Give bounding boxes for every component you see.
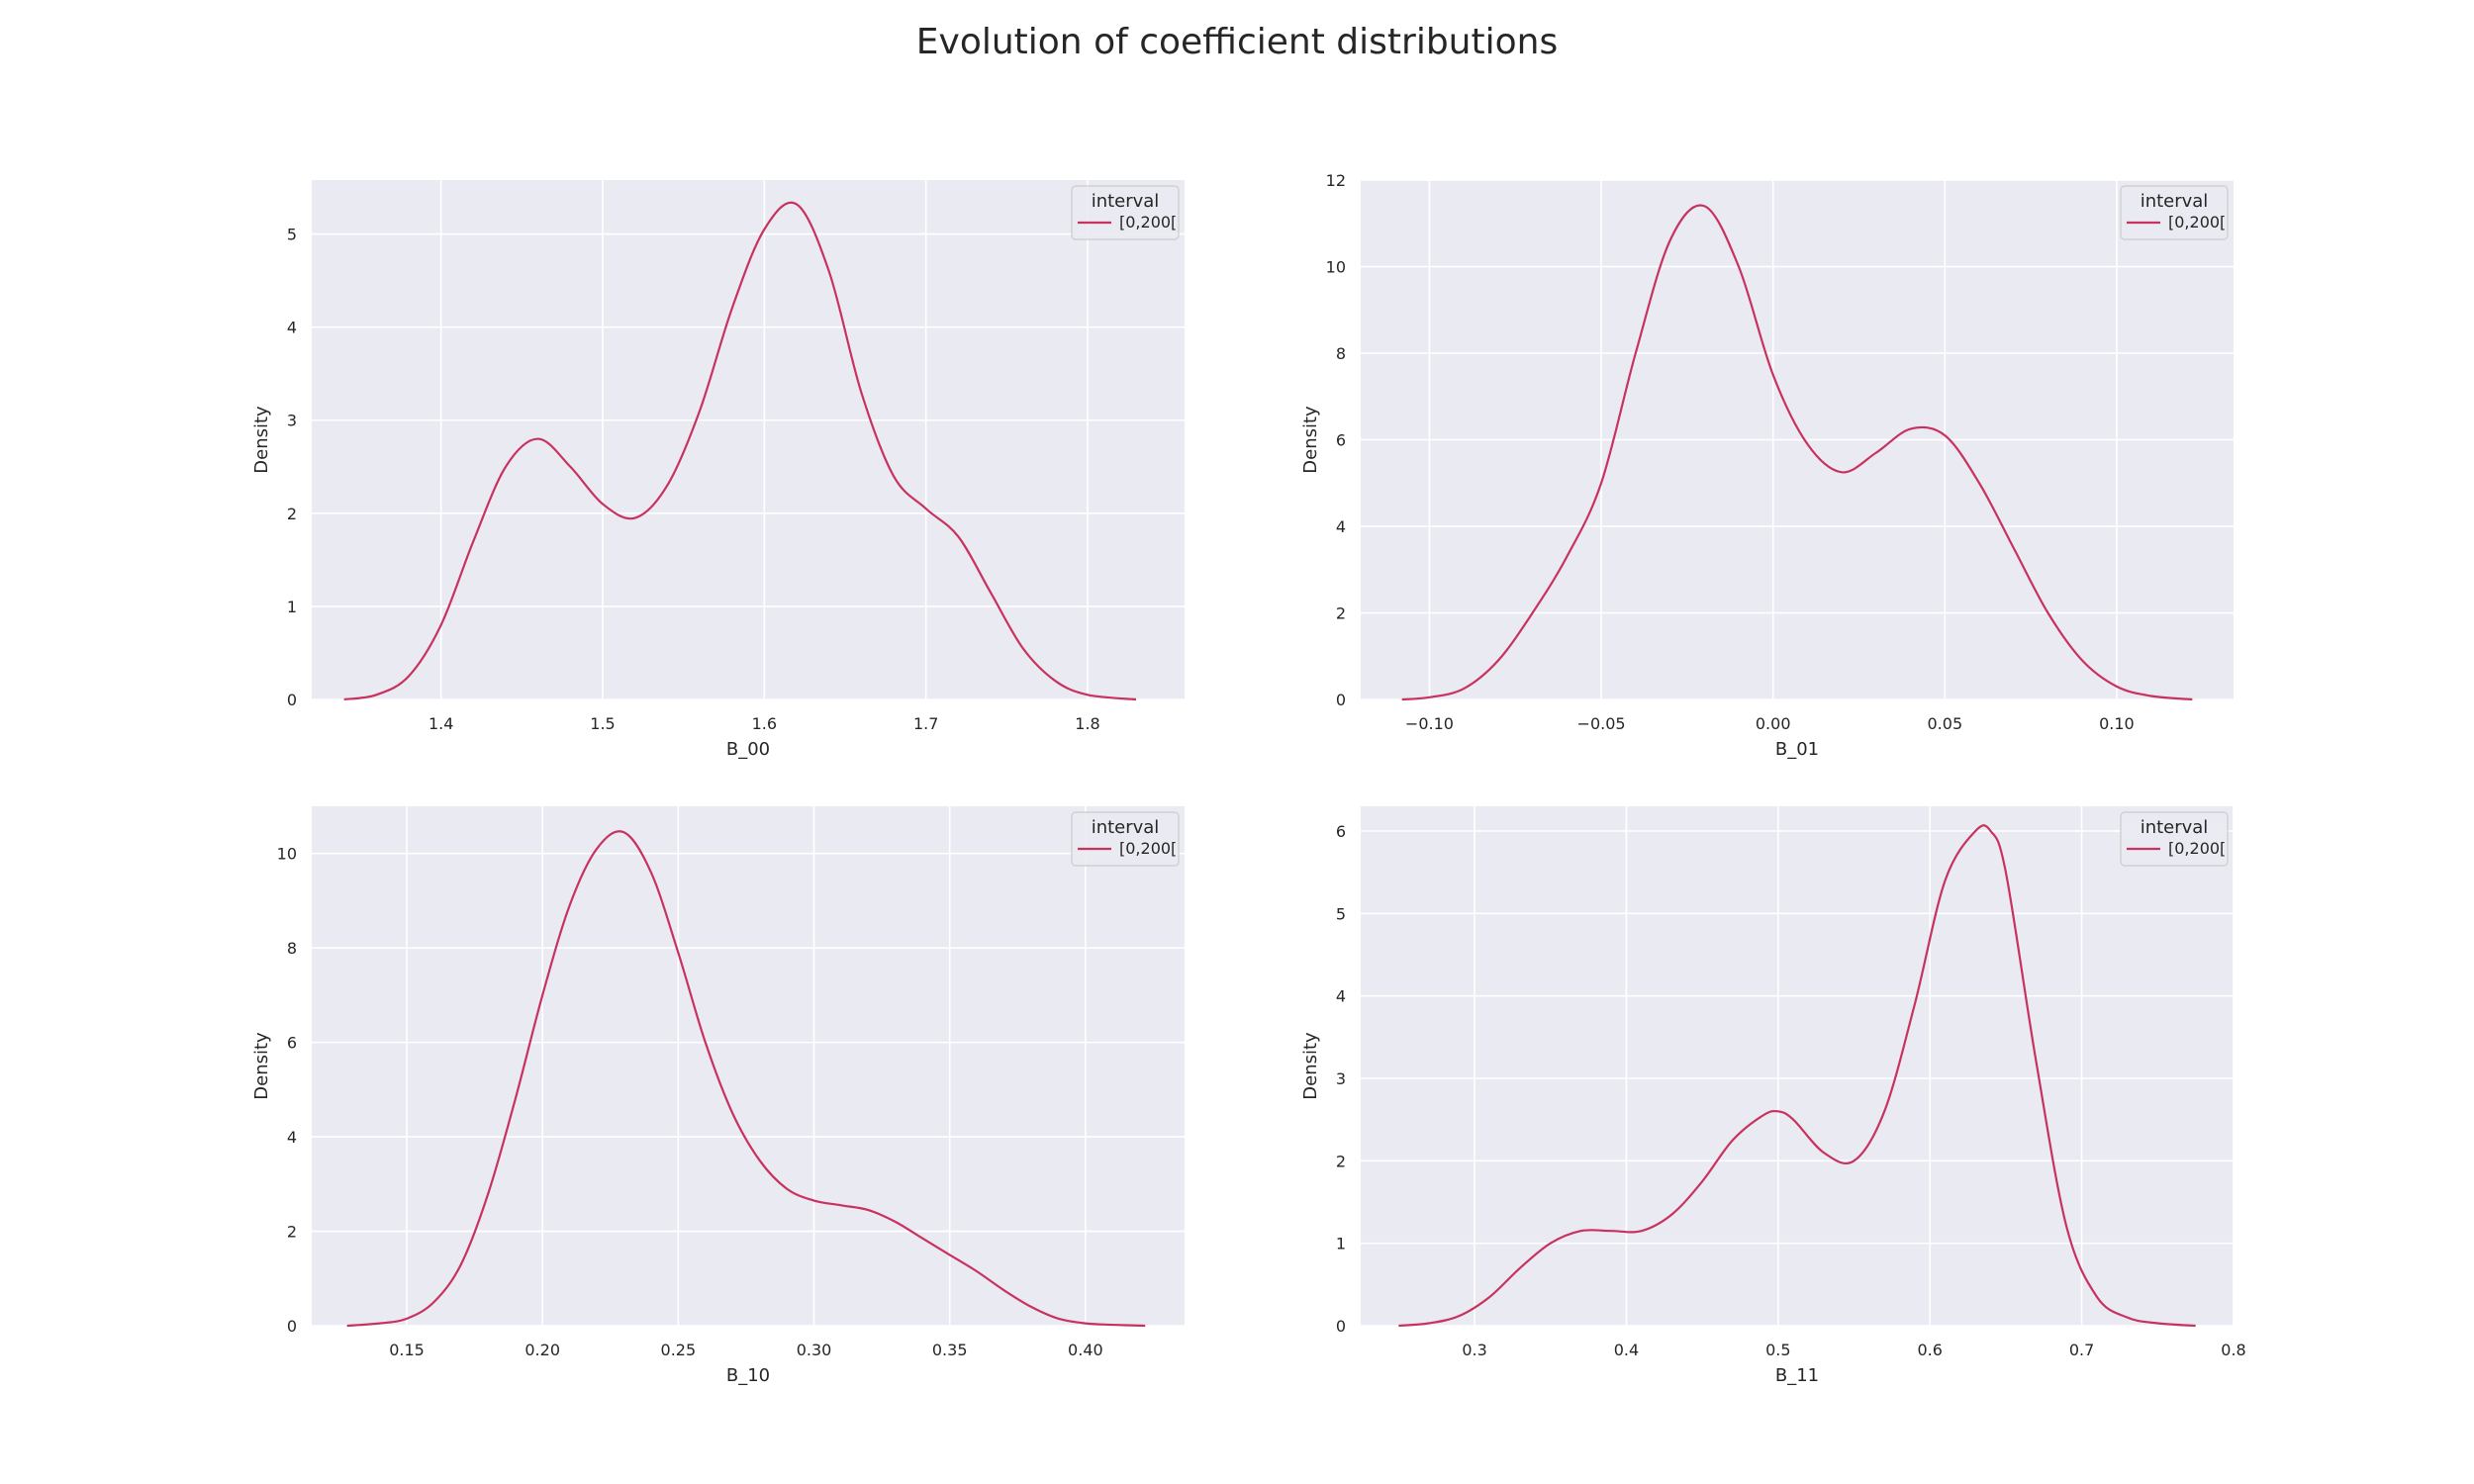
x-tick-label: 0.3 [1462,1341,1486,1359]
x-tick-label: 0.6 [1917,1341,1942,1359]
legend-box [1071,185,1180,240]
legend-title: interval [1092,817,1160,838]
y-tick-label: 10 [277,845,297,864]
x-tick-label: 1.8 [1075,714,1099,733]
subplot-4: 0.3 0.4 0.5 0.6 0.7 0.8 0 1 2 3 4 5 6 B_11 Density inte… [1300,806,2246,1386]
plot-area [312,806,1185,1326]
subplot-2: −0.10 −0.05 0.00 0.05 0.10 0 2 4 6 8 10 12 B_01 Densi… [1300,171,2234,760]
y-tick-label: 1 [287,598,297,616]
plot-area [1361,806,2234,1326]
y-tick-label: 5 [287,226,297,244]
figure-title: Evolution of coefficient distributions [915,22,1559,62]
x-axis-label: B_01 [1775,739,1819,760]
y-tick-label: 10 [1326,258,1346,277]
y-tick-label: 8 [287,939,297,958]
y-tick-label: 6 [287,1034,297,1053]
x-tick-label: 1.6 [752,714,777,733]
y-axis-label: Density [251,406,272,474]
y-tick-label: 0 [1336,1317,1346,1336]
y-tick-label: 4 [1336,987,1346,1006]
legend-box [1071,811,1180,867]
y-tick-label: 3 [287,412,297,430]
x-tick-label: 1.7 [913,714,938,733]
x-tick-label: 0.15 [389,1341,425,1359]
legend-entry: [0,200[ [2168,213,2226,232]
legend-box [2120,185,2229,240]
y-tick-label: 4 [1336,517,1346,536]
y-tick-label: 6 [1336,431,1346,450]
x-tick-label: 0.35 [932,1341,968,1359]
y-tick-label: 12 [1326,171,1346,190]
x-tick-label: 0.8 [2221,1341,2245,1359]
x-tick-label: 0.30 [797,1341,832,1359]
x-tick-label: 0.05 [1928,714,1963,733]
x-tick-label: 0.00 [1756,714,1791,733]
x-tick-label: 0.4 [1614,1341,1639,1359]
y-tick-label: 4 [287,1128,297,1147]
legend: interval[0,200[ [1071,185,1180,240]
y-tick-label: 6 [1336,822,1346,841]
legend-entry: [0,200[ [1119,839,1177,858]
y-tick-label: 1 [1336,1235,1346,1253]
x-tick-label: 0.25 [661,1341,697,1359]
y-tick-label: 0 [287,691,297,709]
y-tick-label: 5 [1336,904,1346,923]
x-tick-label: 0.7 [2069,1341,2094,1359]
kde-line [1398,824,2196,1328]
y-tick-label: 4 [287,319,297,337]
legend-entry: [0,200[ [1119,213,1177,232]
subplot-1: 1.4 1.5 1.6 1.7 1.8 0 1 2 3 4 5 B_00 Density interval… [251,180,1185,760]
subplot-3: 0.15 0.20 0.25 0.30 0.35 0.40 0 2 4 6 8 10 B_10 Densi… [251,806,1185,1386]
y-tick-label: 0 [287,1317,297,1336]
y-tick-label: 2 [1336,604,1346,623]
x-tick-label: 1.4 [428,714,453,733]
kde-line [1401,204,2193,701]
legend-title: interval [2141,191,2209,212]
y-tick-label: 2 [1336,1152,1346,1170]
y-tick-label: 2 [287,505,297,523]
legend-entry: [0,200[ [2168,839,2226,858]
y-axis-label: Density [1300,406,1321,474]
y-tick-label: 3 [1336,1069,1346,1088]
legend: interval[0,200[ [2120,811,2229,867]
x-tick-label: −0.05 [1577,714,1626,733]
x-tick-label: 0.40 [1068,1341,1103,1359]
x-tick-label: 1.5 [590,714,615,733]
kde-line [346,830,1146,1328]
x-tick-label: 0.20 [524,1341,560,1359]
y-axis-label: Density [1300,1032,1321,1100]
y-tick-label: 0 [1336,691,1346,709]
x-axis-label: B_11 [1775,1365,1819,1386]
legend: interval[0,200[ [1071,811,1180,867]
kde-line [343,201,1137,701]
legend-title: interval [1092,191,1160,212]
y-tick-label: 2 [287,1223,297,1242]
y-tick-label: 8 [1336,344,1346,363]
x-tick-label: 0.5 [1765,1341,1790,1359]
legend-title: interval [2141,817,2209,838]
legend: interval[0,200[ [2120,185,2229,240]
x-tick-label: 0.10 [2099,714,2135,733]
x-axis-label: B_00 [726,739,770,760]
legend-box [2120,811,2229,867]
x-tick-label: −0.10 [1405,714,1454,733]
y-axis-label: Density [251,1032,272,1100]
x-axis-label: B_10 [726,1365,770,1386]
